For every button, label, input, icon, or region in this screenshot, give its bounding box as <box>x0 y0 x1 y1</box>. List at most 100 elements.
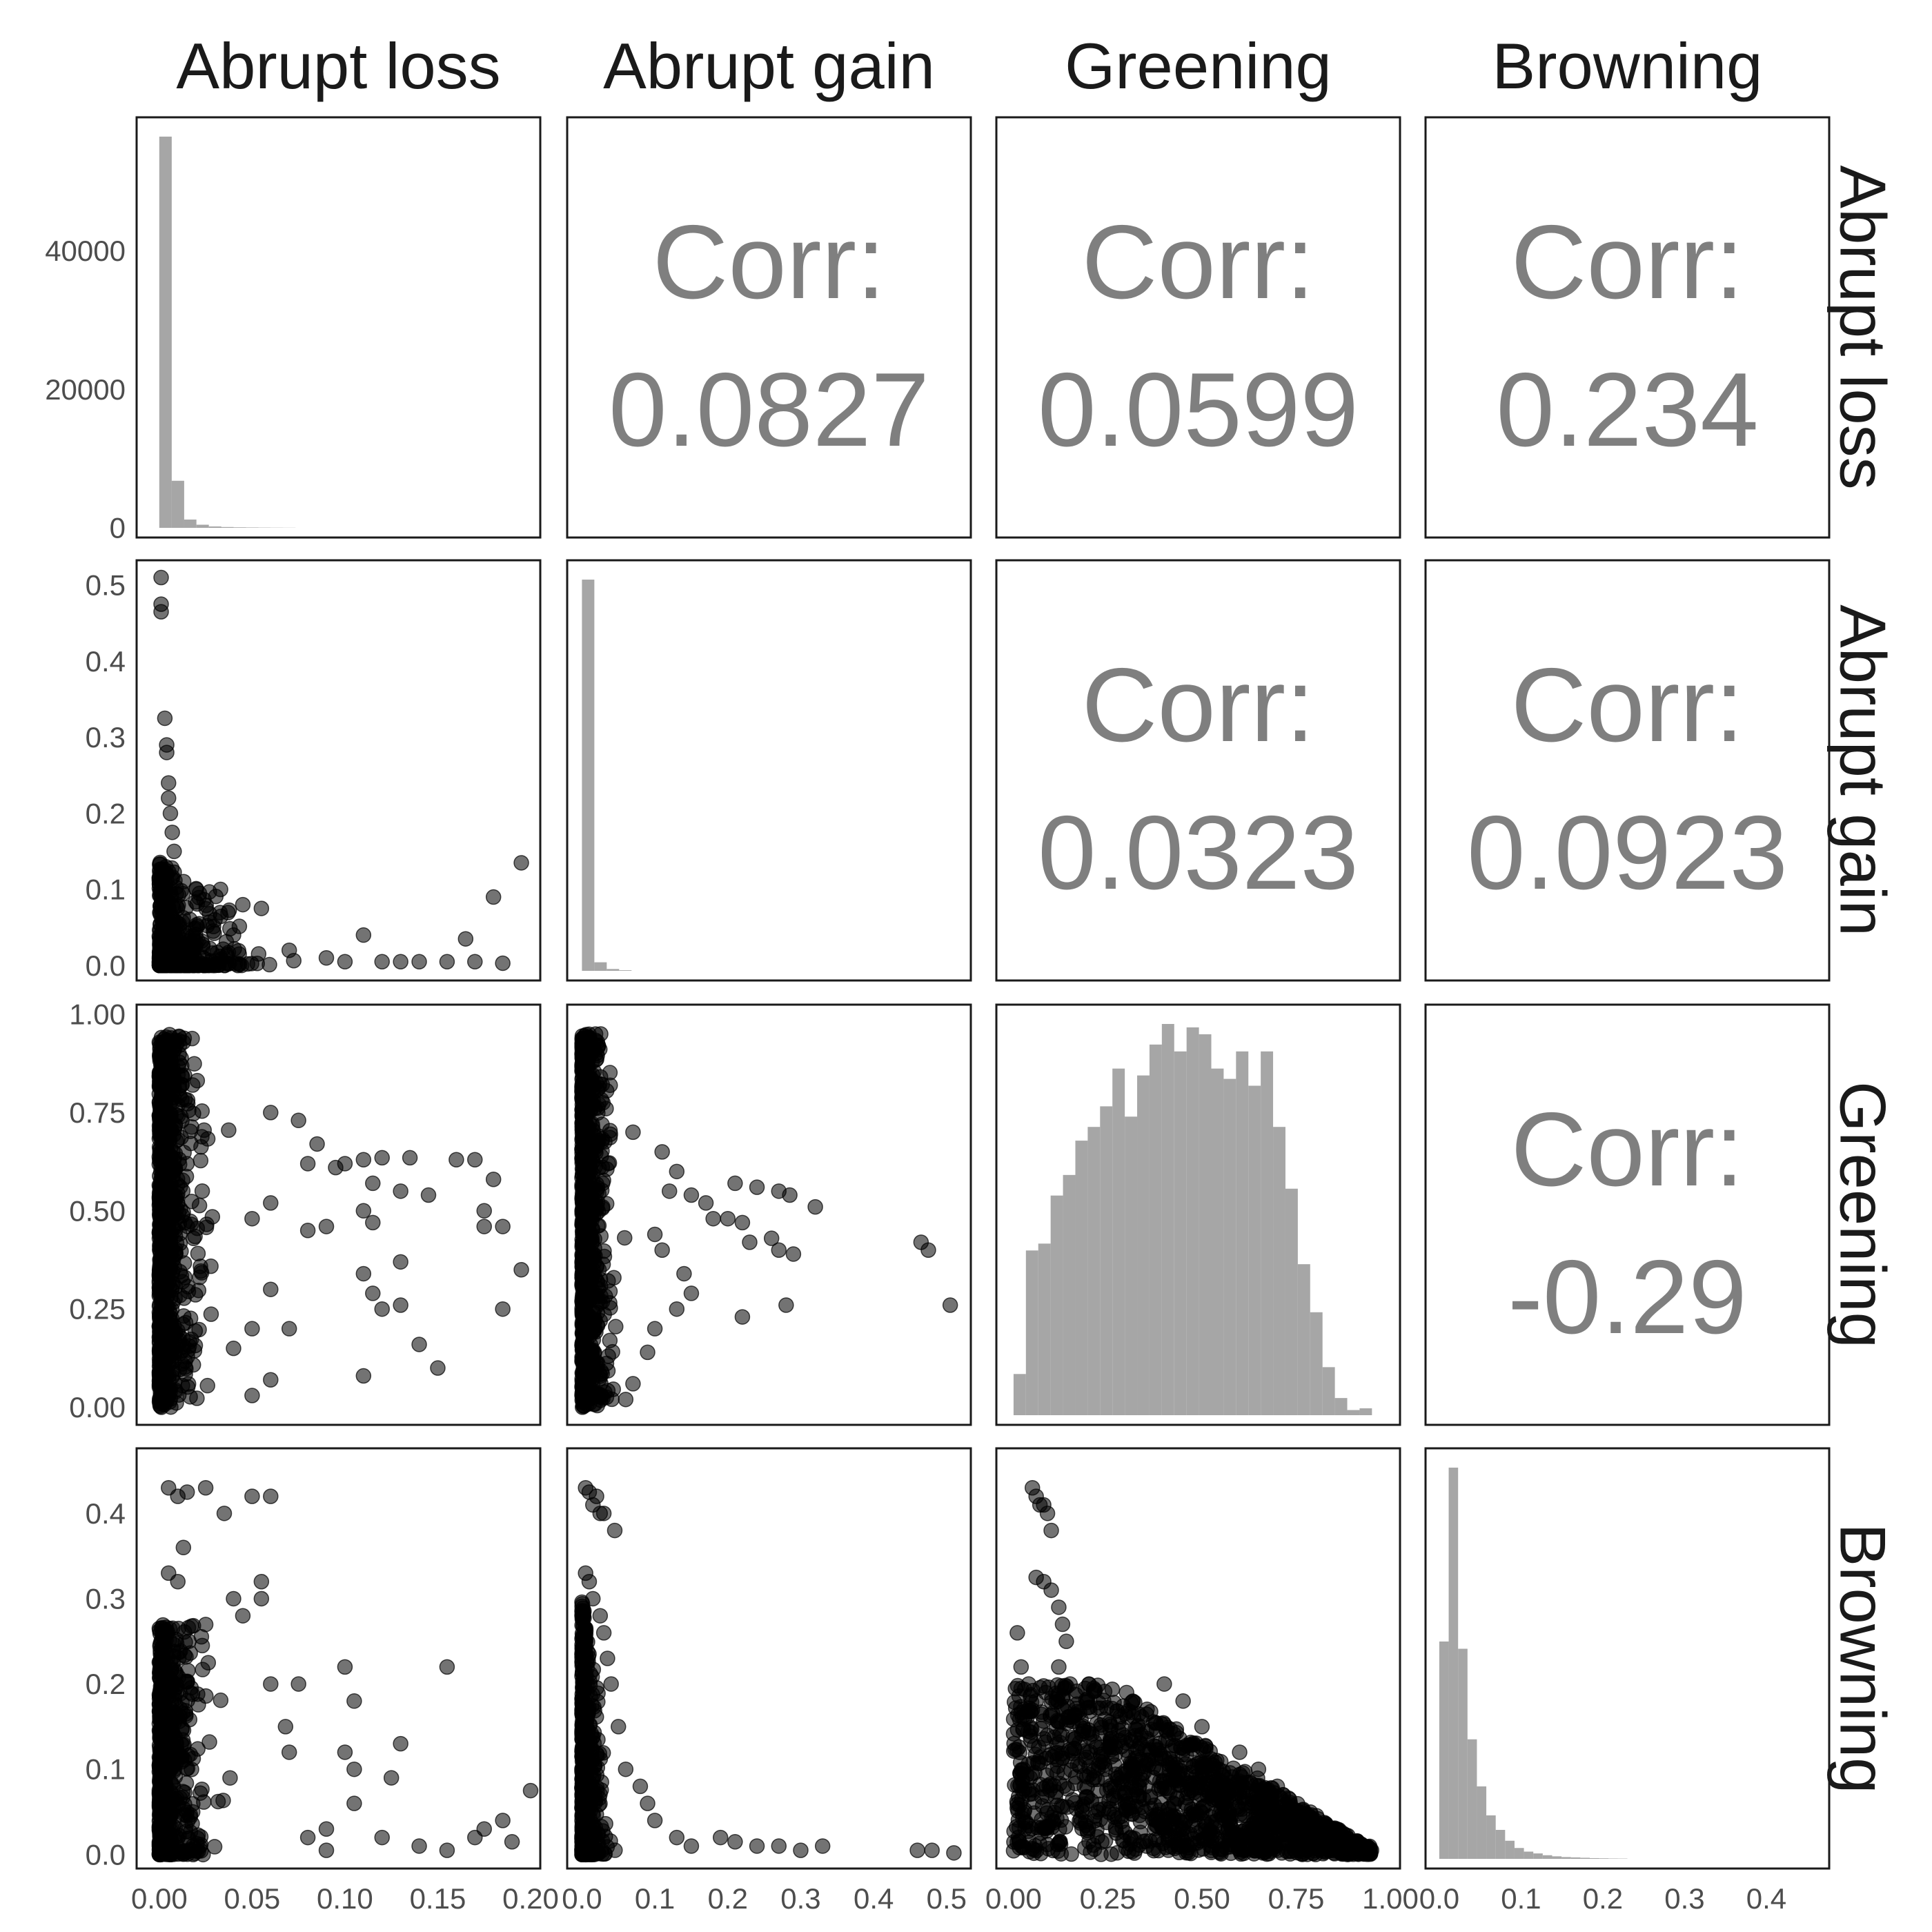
point-core-browning-loss-643 <box>184 1686 201 1702</box>
point-core-browning-greening-1212 <box>1104 1681 1121 1697</box>
point-core-greening-loss-850 <box>187 1337 204 1354</box>
point-core-browning-gain-542 <box>575 1828 591 1845</box>
point-core-browning-greening-1318 <box>1061 1708 1077 1725</box>
point-core-greening-gain-591 <box>606 1270 622 1286</box>
point-core-greening-loss-9 <box>193 1152 209 1169</box>
histogram-bar-browning-17 <box>1599 1858 1609 1859</box>
histogram-bar-greening-3 <box>1050 1195 1063 1415</box>
point-core-browning-greening-1301 <box>1123 1731 1139 1748</box>
point-core-browning-gain-525 <box>589 1679 604 1696</box>
histogram-bar-greening-26 <box>1334 1398 1348 1415</box>
point-core-greening-loss-116 <box>199 1377 215 1394</box>
histogram-bar-greening-19 <box>1248 1085 1261 1415</box>
point-core-greening-loss-899 <box>156 1347 172 1363</box>
point-core-browning-loss-697 <box>155 1758 171 1775</box>
point-core-browning-loss-658 <box>176 1844 192 1860</box>
point-core-greening-loss-866 <box>154 1386 170 1401</box>
point-core-greening-gain-886 <box>574 1223 591 1239</box>
point-core-browning-gain-528 <box>575 1704 591 1720</box>
point-core-browning-greening-1304 <box>1039 1836 1056 1853</box>
point-core-greening-gain-855 <box>602 1130 618 1145</box>
panel-backgrounds <box>137 117 1829 1869</box>
point-core-browning-greening-1335 <box>1125 1769 1141 1786</box>
histogram-bar-browning-16 <box>1589 1857 1599 1859</box>
point-core-greening-loss-807 <box>182 1310 199 1326</box>
point-core-browning-greening-1279 <box>1168 1721 1185 1737</box>
point-core-browning-greening-1330 <box>1007 1742 1023 1757</box>
point-core-greening-loss-895 <box>155 1255 171 1271</box>
point-core-browning-greening-1339 <box>1090 1760 1107 1776</box>
point-core-greening-gain-890 <box>574 1349 590 1366</box>
point-core-greening-gain-892 <box>584 1071 600 1087</box>
point-core-browning-loss-384 <box>200 1655 217 1670</box>
point-core-greening-loss-847 <box>151 1149 168 1165</box>
panel-bg-greening-abrupt-gain <box>567 1005 971 1425</box>
point-core-greening-loss-654 <box>189 1072 206 1089</box>
histogram-bar-browning-12 <box>1552 1856 1562 1859</box>
point-core-gain-loss-347 <box>244 956 259 972</box>
point-core-greening-loss-891 <box>161 1205 177 1221</box>
histogram-bar-abrupt-loss-3 <box>196 524 209 528</box>
point-core-greening-gain-882 <box>582 1390 598 1407</box>
point-core-greening-loss-264 <box>221 1122 237 1138</box>
point-core-greening-gain-870 <box>578 1324 595 1341</box>
point-core-gain-loss-464 <box>198 897 215 914</box>
histogram-bar-greening-4 <box>1063 1174 1076 1415</box>
panel-bg-abrupt-loss-abrupt-loss <box>137 117 540 538</box>
point-core-browning-gain-527 <box>575 1683 591 1699</box>
histogram-bar-browning-14 <box>1570 1857 1581 1859</box>
point-core-gain-loss-502 <box>152 854 168 871</box>
point-core-browning-loss-609 <box>182 1806 199 1823</box>
point-core-greening-loss-870 <box>152 1077 168 1094</box>
point-core-greening-loss-883 <box>203 1306 219 1322</box>
point-core-browning-gain-470 <box>602 1833 618 1849</box>
point-core-greening-gain-849 <box>595 1199 611 1215</box>
point-core-greening-loss-685 <box>176 1290 193 1306</box>
histogram-bar-greening-14 <box>1186 1027 1199 1415</box>
point-core-browning-greening-1336 <box>1185 1808 1201 1824</box>
point-core-browning-greening-1110 <box>1135 1833 1152 1850</box>
point-core-browning-greening-1203 <box>1232 1807 1248 1824</box>
point-core-greening-loss-274 <box>189 1390 205 1406</box>
point-core-gain-loss-461 <box>195 936 211 952</box>
point-core-browning-loss-699 <box>163 1808 179 1824</box>
point-core-greening-gain-811 <box>605 1381 622 1397</box>
point-core-greening-loss-720 <box>196 1122 213 1138</box>
panel-bg-abrupt-gain-browning <box>1426 560 1829 980</box>
histogram-bar-greening-9 <box>1125 1116 1138 1415</box>
histogram-bar-greening-7 <box>1100 1106 1113 1415</box>
point-core-greening-loss-894 <box>172 1361 188 1377</box>
histogram-bar-abrupt-gain-1 <box>594 962 607 971</box>
histogram-bar-browning-2 <box>1458 1648 1468 1859</box>
histogram-bar-browning-1 <box>1448 1468 1459 1859</box>
point-core-browning-greening-1139 <box>1049 1744 1065 1761</box>
histogram-bar-abrupt-loss-2 <box>184 519 197 528</box>
point-core-greening-loss-882 <box>152 1281 168 1298</box>
point-core-greening-loss-460 <box>186 1105 201 1122</box>
point-core-browning-gain-549 <box>577 1779 593 1795</box>
point-core-browning-loss-561 <box>179 1760 196 1777</box>
point-core-browning-greening-1267 <box>1036 1713 1052 1729</box>
point-core-greening-loss-886 <box>161 1229 178 1245</box>
histogram-bar-greening-8 <box>1112 1068 1125 1415</box>
histogram-bar-greening-10 <box>1137 1075 1150 1415</box>
point-core-browning-loss-692 <box>156 1711 172 1727</box>
point-core-greening-gain-856 <box>578 1182 593 1199</box>
point-core-browning-loss-475 <box>222 1770 238 1786</box>
point-core-browning-loss-636 <box>155 1617 171 1633</box>
panel-bg-browning-abrupt-gain <box>567 1448 971 1869</box>
point-core-browning-greening-1316 <box>1197 1755 1213 1771</box>
histogram-bar-abrupt-gain-0 <box>582 580 595 971</box>
point-core-gain-loss-517 <box>197 950 213 967</box>
point-core-browning-greening-1102 <box>1037 1734 1054 1751</box>
point-core-browning-greening-1309 <box>1194 1769 1210 1785</box>
point-core-browning-greening-1308 <box>1012 1765 1028 1782</box>
point-core-greening-gain-810 <box>584 1118 600 1134</box>
histogram-bar-browning-18 <box>1608 1858 1618 1859</box>
point-core-greening-gain-565 <box>600 1348 616 1364</box>
point-core-browning-loss-517 <box>194 1782 210 1797</box>
point-core-greening-loss-834 <box>176 1145 192 1161</box>
point-core-greening-loss-871 <box>204 1209 221 1225</box>
point-core-gain-loss-228 <box>262 956 277 973</box>
histogram-bar-abrupt-loss-1 <box>171 480 184 528</box>
